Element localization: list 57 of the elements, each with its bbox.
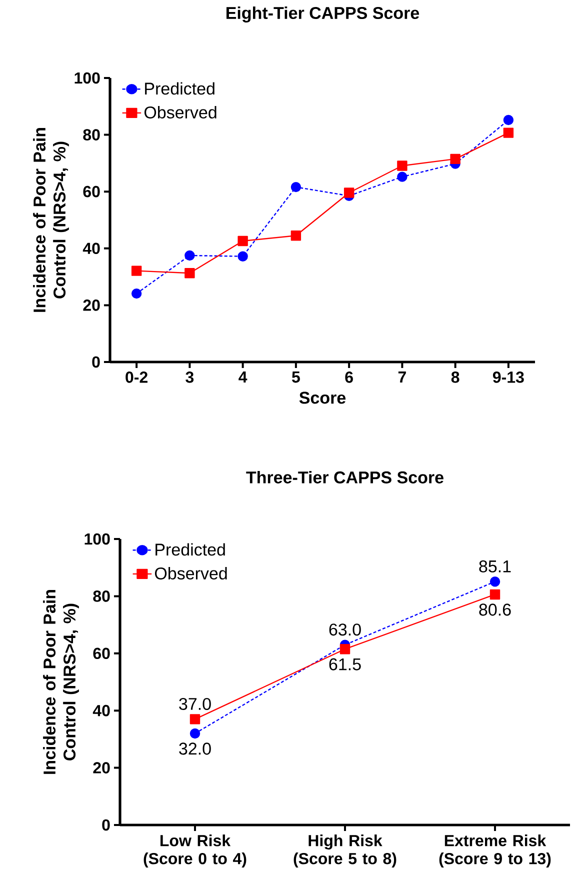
x-tick-label: 8 [451, 372, 460, 383]
point [131, 288, 142, 299]
point [131, 266, 142, 276]
y-tick-label: 0 [102, 819, 110, 831]
point [238, 236, 248, 246]
y-tick-label: 20 [83, 300, 100, 311]
legend-label: Predicted [156, 543, 225, 556]
data-label: 80.6 [479, 604, 511, 616]
chart-title: Eight-Tier CAPPS Score [226, 6, 420, 22]
point [503, 128, 514, 138]
point [238, 251, 248, 262]
y-tick-label: 100 [84, 533, 110, 545]
chart-title: Three-Tier CAPPS Score [246, 470, 444, 484]
y-tick-label: 40 [92, 704, 110, 716]
data-label: 37.0 [179, 698, 211, 710]
y-tick-label: 100 [74, 72, 100, 84]
legend-label: Predicted [145, 82, 214, 95]
point [344, 188, 354, 198]
point [290, 230, 302, 241]
y-tick-label: 80 [83, 129, 100, 140]
legend-label: Observed [154, 567, 227, 580]
point [490, 589, 500, 600]
y-tick-label: 40 [82, 242, 100, 254]
x-axis-title: Score [299, 392, 346, 404]
x-tick-label: 5 [292, 372, 300, 383]
point [450, 154, 460, 164]
point [397, 160, 408, 171]
y-tick-label: 80 [93, 590, 110, 602]
data-label: 32.0 [179, 742, 211, 755]
data-label: 61.5 [329, 658, 361, 670]
x-tick-label: 9-13 [492, 372, 524, 383]
point [397, 172, 408, 182]
point [503, 114, 514, 126]
y-axis-title: Incidence of Poor Pain Control (NRS>4, %) [43, 590, 79, 774]
x-tick-label: 6 [345, 372, 353, 383]
x-tick-label: 7 [398, 372, 406, 383]
y-tick-label: 60 [93, 648, 110, 660]
point [190, 728, 200, 739]
y-tick-label: 20 [93, 762, 110, 774]
x-tick-label: 3 [186, 372, 194, 383]
y-tick-label: 0 [92, 356, 100, 368]
y-axis-title: Incidence of Poor Pain Control (NRS>4, %) [33, 128, 69, 312]
point [290, 182, 302, 192]
y-tick-label: 60 [83, 186, 100, 198]
x-tick-label: High Risk (Score 5 to 8) [294, 834, 396, 868]
x-tick-label: Extreme Risk (Score 9 to 13) [439, 834, 551, 868]
data-label: 63.0 [329, 624, 361, 636]
x-tick-label: 4 [238, 372, 248, 383]
point [490, 576, 500, 587]
point [184, 250, 195, 261]
x-tick-label: Low Risk (Score 0 to 4) [144, 834, 246, 868]
point [340, 644, 350, 654]
point [184, 268, 195, 278]
point [190, 714, 200, 724]
data-label: 85.1 [479, 560, 511, 572]
legend-label: Observed [144, 106, 216, 118]
x-tick-label: 0-2 [126, 372, 148, 383]
